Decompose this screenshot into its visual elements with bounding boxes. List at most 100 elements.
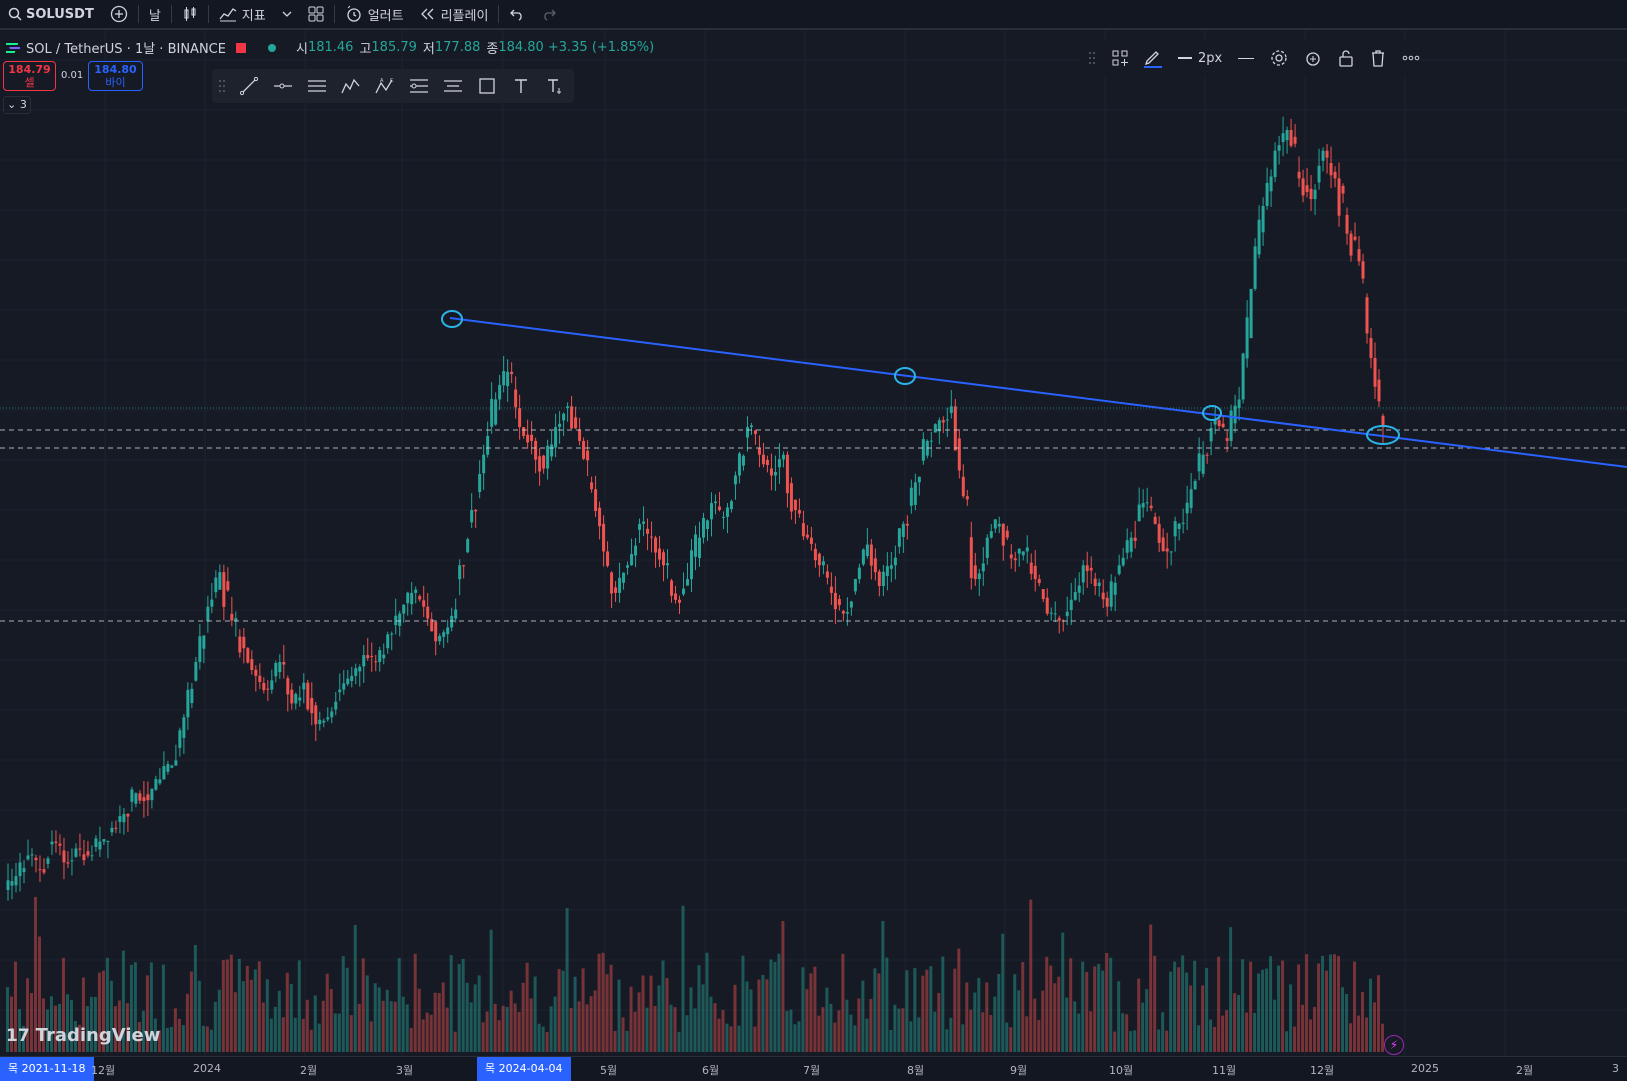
- flag-icon[interactable]: [235, 42, 246, 53]
- candle-body: [402, 604, 406, 614]
- volume-bar: [737, 1025, 741, 1052]
- volume-bar: [345, 967, 349, 1052]
- candle-body: [242, 636, 246, 649]
- volume-bar: [893, 1004, 897, 1052]
- line-style-button[interactable]: [1230, 40, 1262, 76]
- time-axis[interactable]: 목 2021-11-18 12월 2024 2월 3월 목 2024-04-04…: [0, 1056, 1627, 1081]
- wave-icon: [341, 78, 360, 94]
- add-alert-button[interactable]: [1296, 40, 1330, 76]
- candle-body: [777, 459, 781, 468]
- time-tick: 12월: [91, 1064, 116, 1077]
- candle-body: [825, 571, 829, 578]
- crosshair-date-mid: 목 2024-04-04: [477, 1057, 571, 1081]
- alert-button[interactable]: 얼러트: [337, 0, 412, 28]
- volume-bar: [921, 975, 925, 1052]
- candle-body: [929, 440, 933, 442]
- candle-body: [1021, 551, 1025, 556]
- candle-body: [833, 592, 837, 610]
- symbol-search-button[interactable]: SOLUSDT: [0, 0, 102, 28]
- horizontal-ray-tool[interactable]: [266, 69, 300, 103]
- buy-button[interactable]: 184.80 바이: [88, 61, 143, 91]
- candle-body: [701, 517, 705, 538]
- volume-bar: [605, 974, 609, 1052]
- volume-bar: [909, 1021, 913, 1052]
- fib-retracement-tool[interactable]: [402, 69, 436, 103]
- candle-body: [1157, 523, 1161, 543]
- volume-bar: [225, 959, 229, 1052]
- candle-body: [1069, 599, 1073, 611]
- candle-body: [358, 666, 362, 672]
- indicators-button[interactable]: 지표: [211, 0, 274, 28]
- volume-bar: [1265, 968, 1269, 1052]
- price-chart[interactable]: [0, 30, 1627, 1056]
- trend-line-tool[interactable]: [232, 69, 266, 103]
- line-width-button[interactable]: 2px: [1170, 40, 1230, 76]
- candle-body: [1305, 185, 1309, 192]
- volume-bar: [197, 980, 201, 1052]
- candle-body: [945, 419, 949, 421]
- volume-bar: [977, 977, 981, 1052]
- candle-body: [1117, 565, 1121, 574]
- candle-body: [1017, 548, 1021, 554]
- redo-button[interactable]: [533, 0, 565, 28]
- lightning-icon[interactable]: ⚡: [1384, 1035, 1404, 1055]
- drag-handle-icon[interactable]: [212, 69, 232, 103]
- more-button[interactable]: [1394, 40, 1428, 76]
- candle-body: [953, 406, 957, 451]
- trend-line: [449, 317, 1627, 468]
- candle-body: [917, 476, 921, 483]
- settings-button[interactable]: [1262, 40, 1296, 76]
- candle-body: [765, 459, 769, 466]
- candle-body: [566, 406, 570, 409]
- undo-button[interactable]: [501, 0, 533, 28]
- text-tool[interactable]: [504, 69, 538, 103]
- drag-handle-icon[interactable]: [1080, 40, 1104, 76]
- volume-bar: [93, 996, 97, 1052]
- volume-bar: [293, 1017, 297, 1052]
- indicators-collapse-button[interactable]: ⌄ 3: [3, 96, 31, 114]
- volume-bar: [1181, 955, 1185, 1052]
- volume-bar: [629, 986, 633, 1052]
- elliott-wave-tool[interactable]: [334, 69, 368, 103]
- price-range-tool[interactable]: [436, 69, 470, 103]
- candle-body: [1233, 405, 1237, 424]
- line-color-button[interactable]: [1136, 40, 1170, 76]
- candle-body: [338, 689, 342, 693]
- delete-button[interactable]: [1362, 40, 1394, 76]
- replay-button[interactable]: 리플레이: [412, 0, 497, 28]
- high-value: 185.79: [371, 40, 417, 55]
- candle-body: [658, 548, 662, 560]
- layout-dropdown[interactable]: [274, 0, 300, 28]
- candle-body: [234, 618, 238, 621]
- volume-bar: [1173, 961, 1177, 1052]
- candle-body: [861, 549, 865, 565]
- volume-bar: [361, 958, 365, 1052]
- volume-bar: [133, 962, 137, 1052]
- candle-body: [889, 565, 893, 569]
- candle-body: [414, 589, 418, 593]
- low-key: 저: [422, 42, 435, 57]
- templates-button[interactable]: [1104, 40, 1136, 76]
- layouts-button[interactable]: [300, 0, 332, 28]
- volume-bar: [1109, 957, 1113, 1052]
- volume-bar: [329, 989, 333, 1052]
- interval-button[interactable]: 날: [148, 8, 161, 24]
- rectangle-tool[interactable]: [470, 69, 504, 103]
- volume-bar: [821, 1007, 825, 1052]
- sell-button[interactable]: 184.79 셀: [3, 61, 56, 91]
- chart-type-button[interactable]: [174, 0, 206, 28]
- tradingview-logo[interactable]: 𝟭𝟳 TradingView: [6, 1025, 160, 1046]
- volume-bar: [913, 968, 917, 1052]
- lock-button[interactable]: [1330, 40, 1362, 76]
- compare-symbol-button[interactable]: [102, 0, 136, 28]
- parallel-channel-tool[interactable]: [300, 69, 334, 103]
- candle-body: [809, 537, 813, 544]
- candle-body: [1369, 338, 1373, 358]
- candle-body: [1193, 481, 1197, 490]
- candle-body: [957, 438, 961, 471]
- candle-body: [1085, 565, 1089, 572]
- volume-bar: [457, 964, 461, 1052]
- anchored-text-tool[interactable]: [538, 69, 572, 103]
- volume-bar: [221, 960, 225, 1052]
